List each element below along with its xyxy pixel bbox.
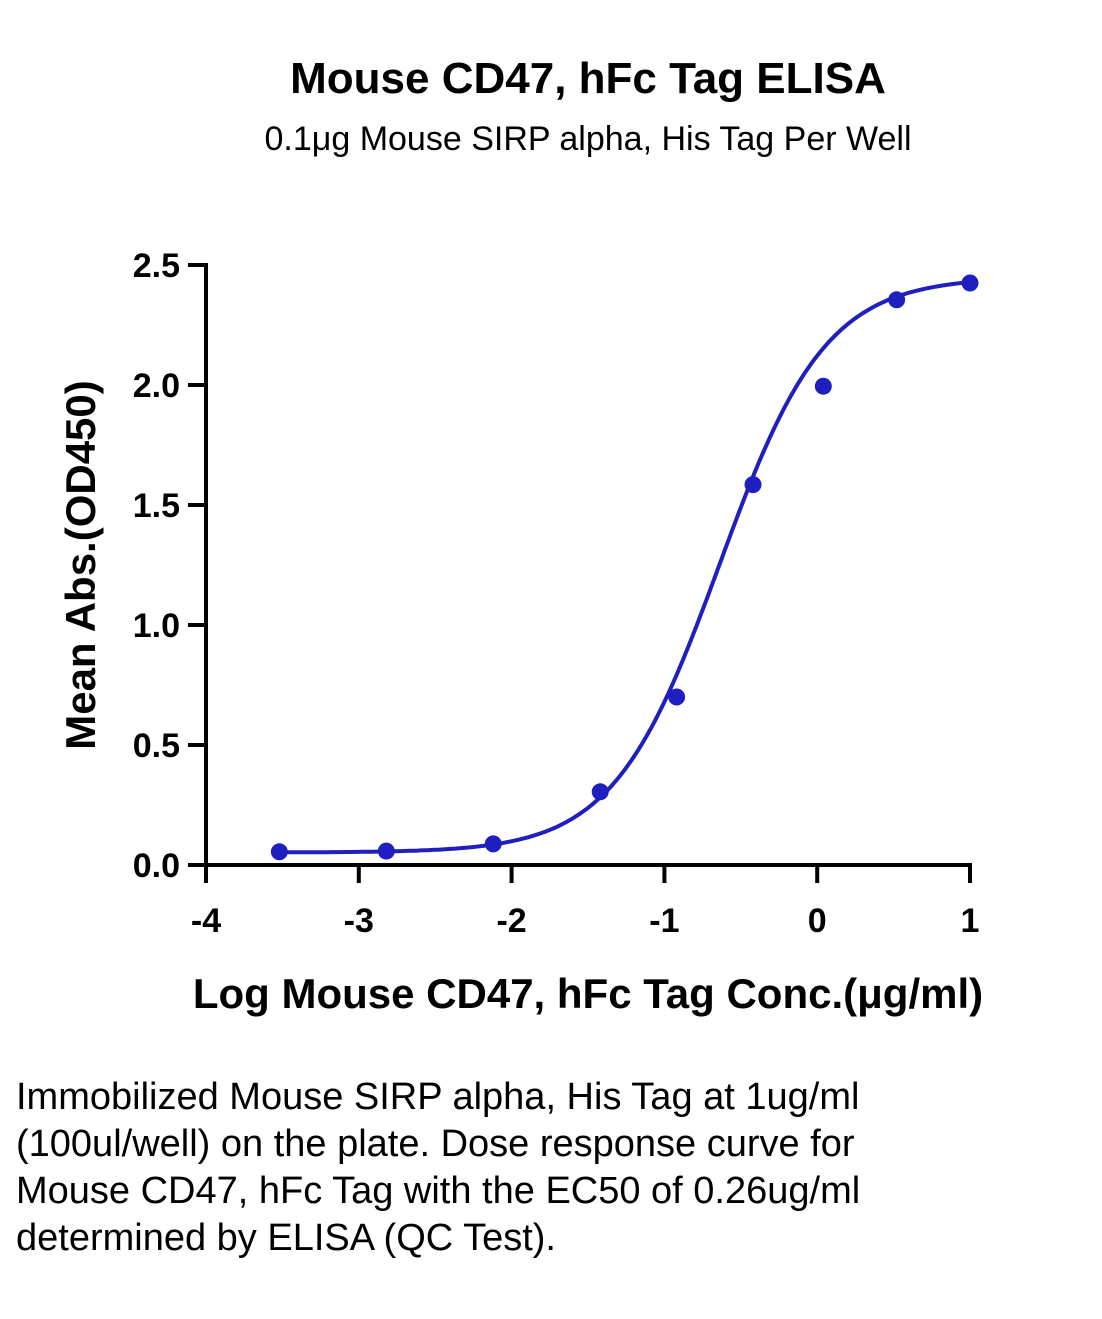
y-tick-label: 0.0	[133, 847, 180, 885]
data-point	[484, 835, 502, 853]
x-tick-label: 0	[808, 902, 827, 940]
fit-curve	[279, 280, 971, 855]
data-point	[270, 843, 288, 861]
x-tick-label: -4	[191, 902, 221, 940]
y-tick-label: 1.5	[133, 487, 180, 525]
x-tick-label: -1	[649, 902, 679, 940]
data-point	[814, 377, 832, 395]
y-tick-label: 0.5	[133, 727, 180, 765]
y-axis-label: Mean Abs.(OD450)	[57, 380, 104, 750]
data-point	[888, 291, 906, 309]
x-ticks: -4 -3 -2 -1 0 1	[191, 865, 980, 940]
data-point	[961, 274, 979, 292]
data-point	[668, 688, 686, 706]
x-tick-label: -3	[344, 902, 374, 940]
y-tick-label: 2.5	[133, 247, 180, 285]
data-point	[744, 476, 762, 494]
x-tick-label: 1	[961, 902, 980, 940]
figure-caption: Immobilized Mouse SIRP alpha, His Tag at…	[16, 1076, 861, 1259]
y-tick-label: 2.0	[133, 367, 180, 405]
x-tick-label: -2	[496, 902, 526, 940]
chart-title: Mouse CD47, hFc Tag ELISA	[290, 54, 886, 103]
y-tick-label: 1.0	[133, 607, 180, 645]
x-axis-label: Log Mouse CD47, hFc Tag Conc.(μg/ml)	[193, 970, 983, 1017]
y-ticks: 0.0 0.5 1.0 1.5 2.0 2.5	[133, 247, 206, 885]
data-points	[270, 274, 979, 861]
data-point	[591, 783, 609, 801]
data-point	[377, 842, 395, 860]
elisa-chart: Mouse CD47, hFc Tag ELISA 0.1μg Mouse SI…	[57, 54, 983, 1017]
chart-subtitle: 0.1μg Mouse SIRP alpha, His Tag Per Well	[264, 120, 911, 158]
